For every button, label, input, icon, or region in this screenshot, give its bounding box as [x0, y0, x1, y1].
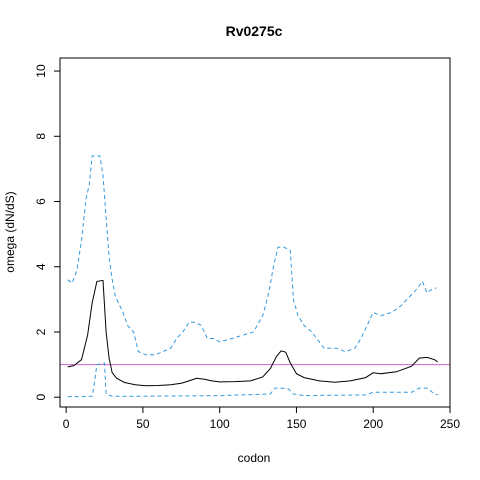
y-tick-label: 4 — [34, 263, 48, 270]
plot-marks — [60, 155, 450, 398]
x-axis: 0 50 100 150 200 250 — [63, 406, 460, 431]
x-tick-label: 250 — [440, 417, 460, 431]
y-tick-label: 2 — [34, 328, 48, 335]
x-tick-label: 50 — [136, 417, 150, 431]
x-tick-label: 100 — [210, 417, 230, 431]
y-tick-label: 10 — [34, 64, 48, 78]
y-tick-label: 6 — [34, 198, 48, 205]
x-tick-label: 0 — [63, 417, 70, 431]
y-tick-label: 0 — [34, 394, 48, 401]
plot-frame — [59, 57, 451, 408]
omega-estimate-line — [67, 279, 438, 387]
x-tick-label: 150 — [286, 417, 306, 431]
y-tick-label: 8 — [34, 133, 48, 140]
chart-title: Rv0275c — [226, 23, 283, 39]
y-axis-label: omega (dN/dS) — [3, 191, 17, 272]
x-tick-label: 200 — [363, 417, 383, 431]
lower-bound-line — [67, 362, 438, 398]
upper-bound-line — [67, 155, 437, 356]
y-axis: 0 2 4 6 8 10 — [34, 64, 61, 401]
x-axis-label: codon — [238, 451, 271, 465]
